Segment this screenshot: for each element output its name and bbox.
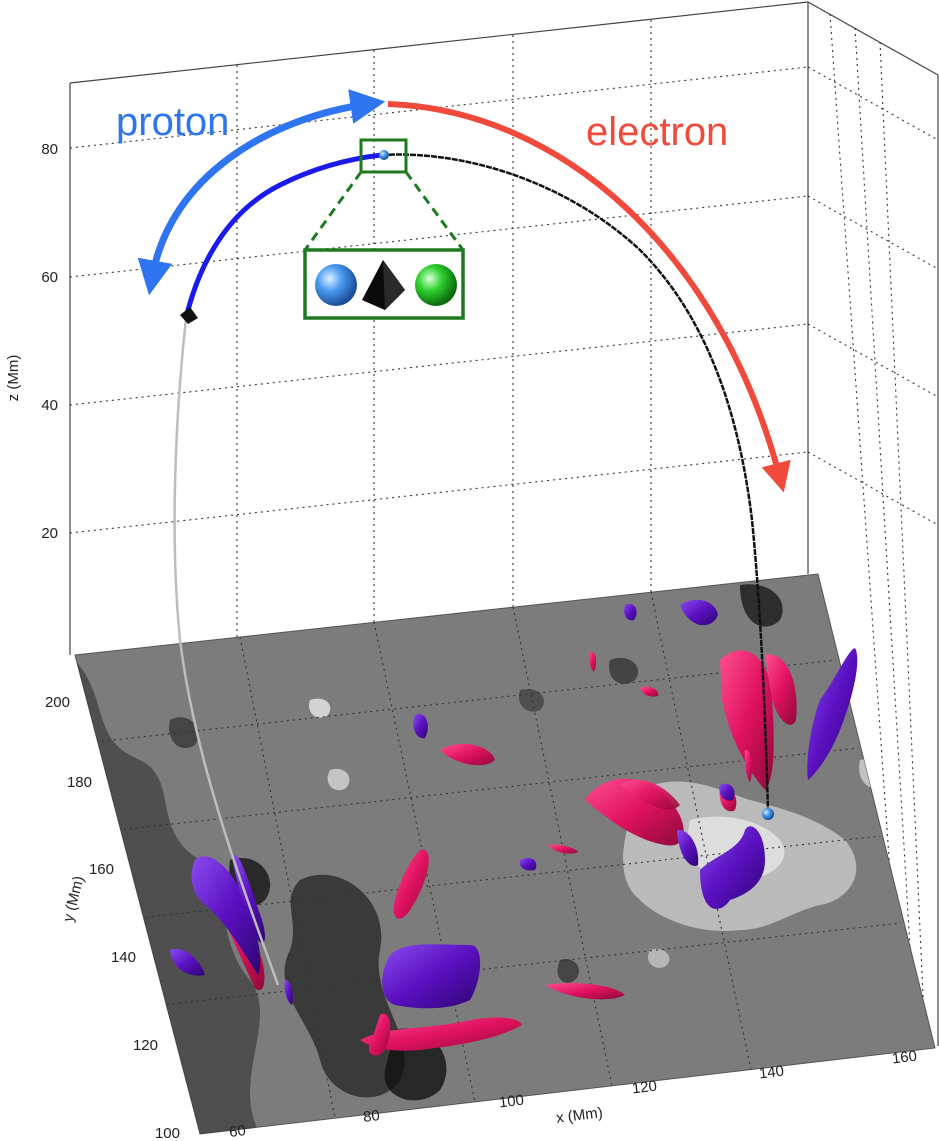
start-point-marker — [379, 150, 389, 160]
back-wall-grid — [69, 13, 939, 1041]
zoom-inset — [303, 138, 465, 320]
isosurface-pink — [744, 749, 753, 782]
isosurface-purple — [170, 949, 205, 976]
isosurface-pink — [545, 983, 625, 1000]
isosurface-pink — [620, 779, 680, 810]
zoom-box-small — [359, 138, 408, 174]
x-tick-label: 120 — [631, 1078, 658, 1098]
isosurface-purple — [719, 783, 735, 801]
z-tick-label: 60 — [41, 269, 58, 286]
isosurface-pink — [640, 686, 659, 697]
proton-label: proton — [116, 100, 229, 144]
isosurface-purple — [382, 944, 481, 1009]
zoom-connector — [303, 171, 363, 251]
y-tick-label: 200 — [45, 694, 70, 711]
blue-sphere-icon — [315, 264, 357, 306]
isosurfaces — [170, 599, 858, 1056]
magnetogram-floor — [74, 573, 936, 1135]
isosurface-pink — [440, 743, 495, 766]
electron-arrow — [387, 101, 791, 493]
y-tick-label: 160 — [89, 861, 114, 878]
direction-annotations: proton electron — [116, 89, 791, 493]
isosurface-pink — [393, 849, 429, 919]
x-tick-label: 60 — [228, 1122, 247, 1141]
z-axis-label: z (Mm) — [5, 355, 22, 402]
isosurface-purple — [624, 603, 637, 621]
injection-point-marker — [180, 307, 198, 324]
isosurface-pink — [368, 1013, 391, 1056]
isosurface-pink — [765, 654, 797, 725]
proton-trajectory-gray — [173, 317, 280, 986]
isosurface-pink — [589, 651, 597, 672]
y-tick-label: 140 — [111, 949, 136, 966]
isosurface-pink — [360, 1017, 522, 1051]
isosurface-purple — [191, 856, 261, 975]
black-pyramid-icon-face — [383, 260, 405, 310]
x-axis: 60 80 100 120 140 160 x (Mm) — [228, 1048, 918, 1141]
isosurface-pink — [548, 844, 578, 854]
z-axis: 20 40 60 80 z (Mm) — [5, 141, 58, 542]
zoom-connector — [404, 171, 465, 251]
isosurface-purple — [413, 714, 428, 739]
z-tick-label: 40 — [41, 397, 58, 414]
z-tick-label: 20 — [41, 525, 58, 542]
end-point-marker — [762, 808, 774, 820]
box-frame — [69, 1, 939, 1046]
x-axis-label: x (Mm) — [555, 1104, 603, 1127]
isosurface-purple — [284, 979, 293, 1005]
proton-arrow — [137, 89, 386, 296]
isosurface-purple — [700, 826, 765, 909]
green-sphere-icon — [415, 264, 457, 306]
isosurface-pink — [720, 650, 774, 790]
isosurface-purple — [519, 858, 537, 871]
z-tick-label: 80 — [41, 141, 58, 158]
x-tick-label: 140 — [758, 1063, 785, 1083]
x-tick-label: 80 — [362, 1107, 381, 1126]
y-tick-label: 180 — [67, 774, 92, 791]
isosurface-purple — [677, 829, 699, 866]
x-tick-label: 100 — [498, 1092, 525, 1112]
y-tick-label: 120 — [133, 1037, 158, 1054]
isosurface-purple — [680, 599, 718, 626]
electron-trajectory — [381, 153, 770, 813]
isosurface-purple — [807, 648, 858, 780]
x-tick-label: 160 — [891, 1048, 918, 1068]
y-axis-label: y (Mm) — [60, 874, 88, 923]
y-tick-label: 100 — [155, 1125, 180, 1141]
electron-label: electron — [586, 110, 728, 154]
